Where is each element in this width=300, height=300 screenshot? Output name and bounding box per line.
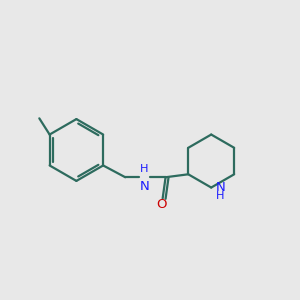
Text: N: N — [216, 181, 225, 194]
Text: H: H — [216, 191, 224, 201]
Text: H: H — [140, 164, 148, 174]
Text: N: N — [140, 180, 149, 193]
Text: O: O — [156, 198, 166, 212]
